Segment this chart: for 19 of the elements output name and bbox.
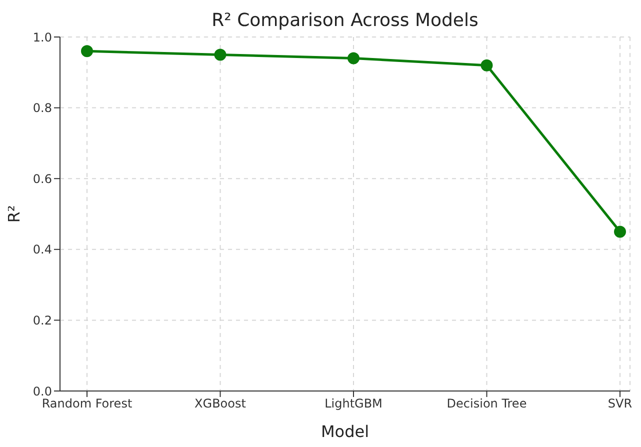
x-tick-label: Random Forest bbox=[42, 396, 132, 411]
chart-title: R² Comparison Across Models bbox=[210, 10, 480, 31]
y-tick-label: 0.4 bbox=[32, 242, 52, 257]
point bbox=[614, 226, 626, 238]
point bbox=[348, 52, 360, 64]
y-tick-label: 0.6 bbox=[32, 172, 52, 186]
y-tick-label: 0.2 bbox=[32, 313, 52, 328]
x-tick-label: SVR bbox=[608, 396, 632, 411]
point bbox=[214, 48, 226, 61]
y-tick-label: 1.0 bbox=[32, 30, 52, 44]
x-tick-label: LightGBM bbox=[324, 396, 382, 411]
y-tick-label: 0.0 bbox=[32, 384, 52, 398]
y-tick-label: 0.8 bbox=[32, 101, 52, 116]
x-tick-label: Decision Tree bbox=[446, 396, 527, 411]
y-axis-title: R² bbox=[4, 205, 24, 223]
point bbox=[81, 45, 93, 58]
x-tick-label: XGBoost bbox=[194, 396, 246, 411]
point bbox=[480, 59, 493, 72]
x-axis-title: Model bbox=[320, 422, 370, 441]
